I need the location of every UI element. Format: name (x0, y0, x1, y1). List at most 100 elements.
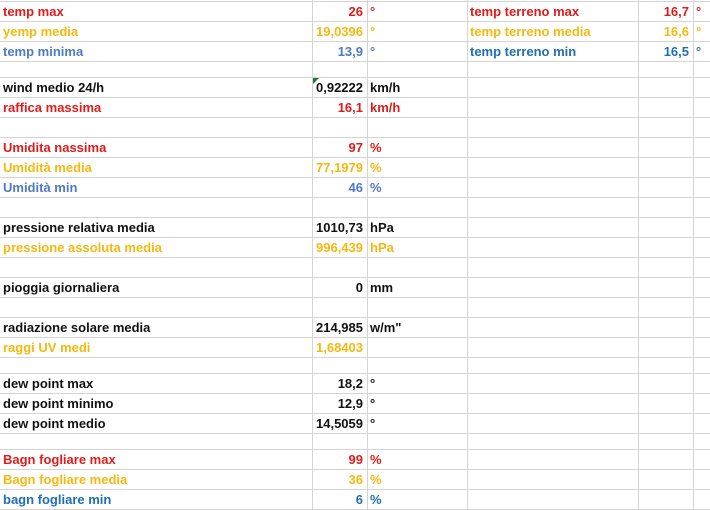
grid-row-line (0, 257, 710, 258)
cell-value[interactable]: 36 (348, 472, 363, 487)
grid-row-line (0, 357, 710, 358)
cell-unit[interactable]: % (370, 452, 382, 467)
cell-label[interactable]: wind medio 24/h (3, 80, 105, 95)
grid-row-line (0, 393, 710, 394)
grid-row-line (0, 317, 710, 318)
cell-label[interactable]: dew point max (3, 376, 94, 391)
cell-label[interactable] (0, 198, 312, 218)
cell-unit-right[interactable]: ° (696, 44, 702, 59)
cell-label[interactable]: temp max (3, 4, 64, 19)
cell-value[interactable]: 99 (348, 452, 363, 467)
grid-row-line (0, 41, 710, 42)
cell-label[interactable]: raggi UV medi (3, 340, 91, 355)
cell-label-right[interactable]: temp terreno media (470, 24, 591, 39)
cell-unit[interactable]: % (370, 140, 382, 155)
cell-value[interactable]: 46 (348, 180, 363, 195)
grid-row-line (0, 1, 710, 2)
cell-unit[interactable]: ° (370, 396, 376, 411)
cell-label[interactable]: yemp media (3, 24, 79, 39)
cell-label[interactable] (0, 258, 312, 278)
cell-unit[interactable]: ° (370, 376, 376, 391)
cell-unit[interactable]: % (370, 492, 382, 507)
cell-label[interactable]: temp minima (3, 44, 84, 59)
cell-value[interactable]: 1010,73 (316, 220, 363, 235)
cell-unit[interactable]: mm (370, 280, 394, 295)
cell-value[interactable]: 26 (348, 4, 363, 19)
cell-unit-right[interactable]: ° (696, 24, 702, 39)
cell-unit[interactable] (367, 338, 470, 358)
grid-column-line (467, 0, 468, 509)
grid-row-line (0, 489, 710, 490)
cell-unit[interactable]: hPa (370, 240, 394, 255)
cell-label[interactable]: pressione relativa media (3, 220, 155, 235)
cell-label[interactable]: dew point medio (3, 416, 106, 431)
cell-value-right[interactable]: 16,5 (663, 44, 689, 59)
cell-unit[interactable]: w/m" (370, 320, 402, 335)
cell-unit[interactable] (367, 258, 470, 278)
grid-column-line (367, 0, 368, 509)
cell-value[interactable]: 18,2 (337, 376, 363, 391)
cell-label[interactable] (0, 298, 312, 318)
cell-value[interactable]: 1,68403 (316, 340, 363, 355)
cell-label[interactable]: raffica massima (3, 100, 102, 115)
cell-unit[interactable]: km/h (370, 80, 401, 95)
cell-unit-right[interactable]: ° (696, 4, 702, 19)
cell-label[interactable]: Umidità min (3, 180, 78, 195)
cell-unit[interactable]: hPa (370, 220, 394, 235)
cell-unit[interactable]: % (370, 472, 382, 487)
cell-unit[interactable] (367, 118, 470, 138)
cell-value[interactable]: 16,1 (337, 100, 363, 115)
cell-value[interactable]: 0,92222 (316, 80, 363, 95)
cell-value[interactable]: 97 (348, 140, 363, 155)
cell-value[interactable]: 19,0396 (316, 24, 363, 39)
cell-label[interactable]: Bagn fogliare media (3, 472, 128, 487)
cell-label-right[interactable]: temp terreno max (470, 4, 580, 19)
cell-value[interactable]: 214,985 (316, 320, 363, 335)
grid-row-line (0, 413, 710, 414)
cell-value[interactable]: 12,9 (337, 396, 363, 411)
cell-label[interactable]: radiazione solare media (3, 320, 151, 335)
grid-row-line (0, 61, 710, 62)
grid-row-line (0, 197, 710, 198)
cell-unit[interactable]: ° (370, 24, 376, 39)
cell-label[interactable] (0, 118, 312, 138)
cell-unit[interactable]: % (370, 180, 382, 195)
cell-label[interactable]: pioggia giornaliera (3, 280, 120, 295)
cell-unit[interactable] (367, 298, 470, 318)
grid-row-line (0, 21, 710, 22)
cell-value[interactable]: 77,1979 (316, 160, 363, 175)
cell-value[interactable]: 996,439 (316, 240, 363, 255)
grid-column-line (312, 0, 313, 509)
cell-value[interactable]: 6 (355, 492, 363, 507)
cell-value[interactable]: 14,5059 (316, 416, 363, 431)
cell-value[interactable] (312, 118, 367, 138)
grid-row-line (0, 297, 710, 298)
cell-label[interactable]: Umidita nassima (3, 140, 107, 155)
grid-row-line (0, 177, 710, 178)
cell-value[interactable] (312, 298, 367, 318)
cell-unit[interactable]: % (370, 160, 382, 175)
grid-column-line (693, 0, 694, 509)
cell-value[interactable]: 13,9 (337, 44, 363, 59)
cell-label-right[interactable]: temp terreno min (470, 44, 577, 59)
cell-value[interactable] (312, 258, 367, 278)
cell-value[interactable]: 0 (355, 280, 363, 295)
cell-value-right[interactable]: 16,6 (663, 24, 689, 39)
cell-label[interactable]: dew point minimo (3, 396, 114, 411)
cell-unit[interactable]: km/h (370, 100, 401, 115)
cell-label[interactable]: pressione assoluta media (3, 240, 162, 255)
grid-column-line (638, 0, 639, 509)
cell-unit[interactable] (367, 198, 470, 218)
cell-unit[interactable]: ° (370, 416, 376, 431)
grid-row-line (0, 449, 710, 450)
grid-row-line (0, 97, 710, 98)
cell-value[interactable] (312, 198, 367, 218)
cell-label[interactable]: Bagn fogliare max (3, 452, 116, 467)
cell-error-indicator-icon (313, 78, 319, 84)
cell-label[interactable]: Umidità media (3, 160, 92, 175)
cell-unit[interactable]: ° (370, 44, 376, 59)
cell-label[interactable]: bagn fogliare min (3, 492, 112, 507)
cell-value-right[interactable]: 16,7 (663, 4, 689, 19)
cell-unit[interactable]: ° (370, 4, 376, 19)
